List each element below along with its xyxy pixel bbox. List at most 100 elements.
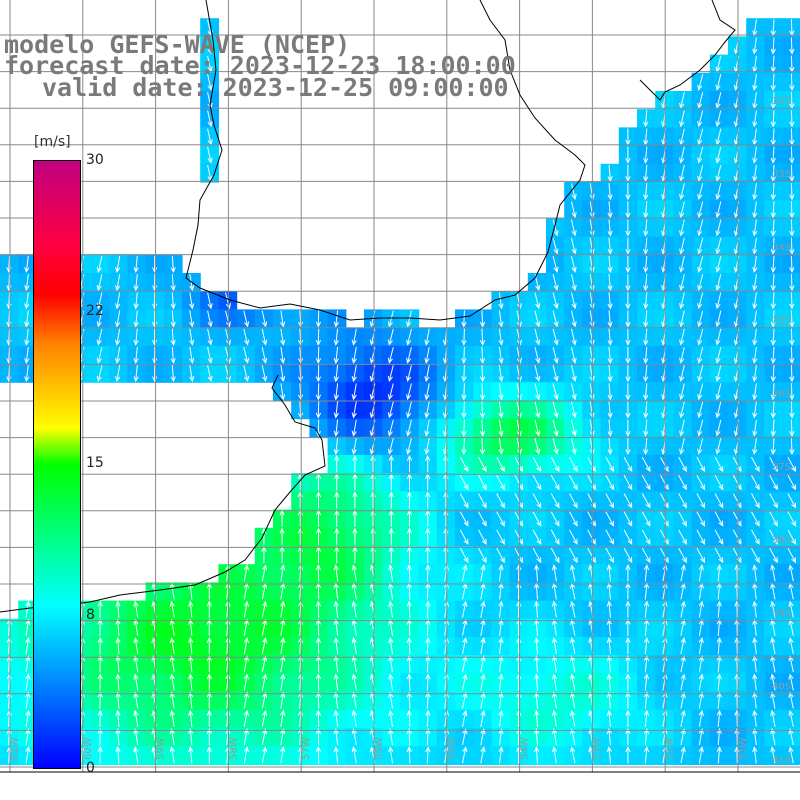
wind-arrow [97,600,103,618]
wind-arrow [115,673,121,691]
wind-arrow [551,600,558,618]
colorbar-unit: [m/s] [34,134,71,150]
wind-arrow [698,746,704,764]
wind-arrow [516,618,522,636]
wind-arrow [715,383,722,401]
wind-arrow [24,328,30,346]
wind-arrow [788,691,794,709]
wind-arrow [716,727,722,746]
wind-arrow [570,637,576,655]
wind-arrow [552,219,559,237]
wind-arrow [715,110,722,128]
wind-arrow [643,383,649,401]
wind-arrow [97,618,103,636]
wind-arrow [496,493,505,509]
wind-arrow [333,401,339,419]
wind-arrow [697,419,704,437]
wind-arrow [352,527,358,545]
wind-arrow [751,511,760,527]
wind-arrow [425,600,431,618]
wind-arrow [351,655,357,673]
wind-arrow [571,437,577,455]
wind-arrow [625,401,631,419]
wind-arrow [25,618,31,636]
wind-arrow [551,564,558,582]
wind-arrow [534,328,541,346]
wind-arrow [550,547,560,564]
lon-label: 61W [10,737,21,760]
wind-arrow [770,183,776,201]
wind-arrow [625,618,631,636]
wind-arrow [425,673,431,691]
wind-arrow [643,365,649,383]
wind-arrow [532,511,542,527]
wind-arrow [333,746,339,764]
wind-arrow [625,219,631,237]
wind-arrow [206,618,212,636]
lon-label: 57W [301,737,312,760]
wind-arrow [315,383,322,401]
wind-arrow [206,691,212,709]
wind-arrow [406,691,412,709]
wind-arrow [770,310,776,328]
wind-arrow [534,709,540,727]
wind-arrow [715,201,722,219]
wind-arrow [315,691,322,709]
wind-arrow [315,673,322,691]
wind-arrow [714,511,724,527]
wind-arrow [680,709,686,727]
wind-arrow [280,655,286,673]
wind-arrow [571,274,577,292]
wind-arrow [189,365,195,383]
wind-arrow [625,655,631,673]
wind-arrow [697,219,704,237]
wind-arrow [206,636,212,655]
wind-arrow [498,328,504,346]
wind-arrow [571,346,577,364]
wind-arrow [715,437,722,455]
wind-arrow [388,691,394,709]
map-title-valid-date: valid date: 2023-12-25 09:00:00 [42,73,509,102]
wind-arrow [25,600,31,618]
wind-arrow [698,600,704,618]
wind-arrow [679,292,685,310]
wind-arrow [97,636,103,655]
wind-arrow [715,419,722,437]
wind-arrow [388,655,394,673]
wind-arrow [478,493,487,509]
wind-arrow [169,691,175,709]
wind-arrow [623,511,633,527]
wind-arrow [96,365,103,383]
wind-arrow [752,219,758,237]
wind-arrow [571,292,577,310]
wind-arrow [605,511,615,527]
wind-arrow [752,146,758,164]
wind-arrow [788,709,794,727]
wind-arrow [169,746,175,764]
wind-arrow [333,328,339,346]
wind-arrow [480,564,486,582]
wind-arrow [751,547,760,564]
wind-arrow [459,475,469,491]
wind-arrow [550,493,560,509]
colorbar-tick-0: 0 [86,760,95,776]
wind-arrow [443,454,449,473]
wind-arrow [769,456,778,473]
wind-arrow [606,727,612,746]
wind-arrow [607,437,613,456]
wind-arrow [243,728,249,746]
wind-arrow [569,456,578,473]
wind-arrow [770,255,776,274]
wind-arrow [641,529,651,545]
wind-arrow [534,691,540,709]
wind-arrow [680,746,686,764]
lat-label: 40S [772,682,791,693]
wind-arrow [534,600,540,618]
wind-arrow [643,310,649,328]
wind-arrow [516,709,522,727]
wind-arrow [787,529,797,545]
wind-arrow [625,183,631,201]
wind-arrow [297,527,303,545]
wind-arrow [115,274,121,292]
wind-arrow [115,618,121,636]
